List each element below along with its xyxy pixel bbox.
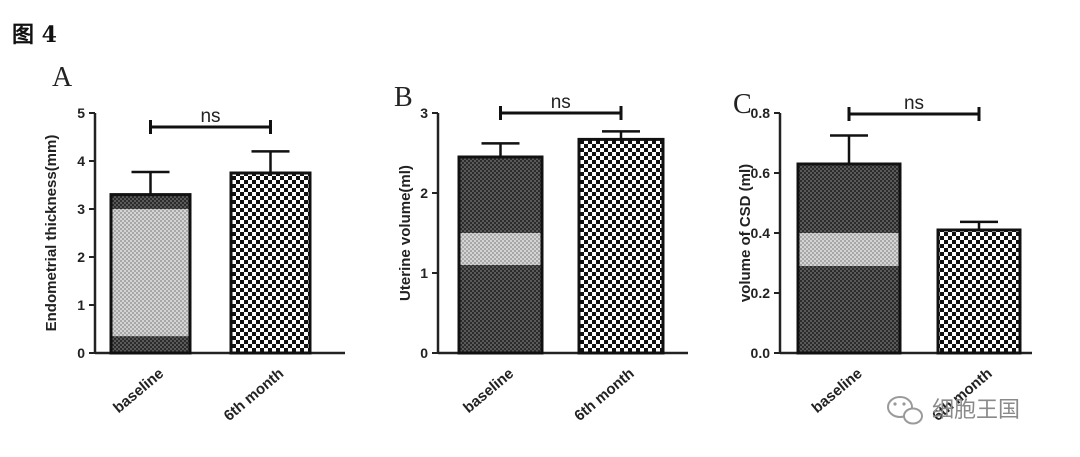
y-tick-label: 2 [77, 249, 85, 265]
y-tick-label: 0.6 [751, 165, 771, 181]
panel-c: C 0.0 0.2 0.4 0.6 0.8 volume of CSD (ml) baseli… [733, 89, 1032, 425]
y-tick-label: 3 [420, 105, 428, 121]
error-bar [602, 130, 640, 140]
panel-letter: B [394, 82, 413, 113]
y-tick-label: 0.4 [751, 225, 771, 241]
wechat-icon [887, 396, 923, 425]
xtick-6th-month: 6th month [571, 365, 637, 425]
figure-label: 图 4 [12, 22, 57, 48]
xtick-baseline: baseline [460, 365, 517, 417]
y-axis-label: Endometrial thickness(mm) [43, 135, 60, 332]
error-bar [481, 142, 520, 157]
panel-letter: C [733, 89, 752, 120]
panel-letter: A [52, 62, 73, 93]
y-tick-label: 4 [77, 153, 85, 169]
bar-fill-light [798, 233, 900, 266]
y-tick-label: 0.0 [751, 345, 771, 361]
y-tick-label: 3 [77, 201, 85, 217]
bar-6th-month [936, 228, 1022, 355]
bar-baseline [109, 193, 192, 355]
y-axis-label: Uterine volume(ml) [397, 165, 414, 301]
xtick-6th-month: 6th month [221, 365, 287, 425]
error-bar [830, 134, 868, 164]
panel-a: A 0 1 2 3 4 5 Endometrial thickness(mm) baseline… [43, 62, 345, 425]
y-tick-label: 0.2 [751, 285, 771, 301]
significance-bracket [149, 120, 272, 134]
y-tick-label: 0 [420, 345, 428, 361]
bar-fill [231, 173, 310, 353]
error-bar [131, 170, 170, 195]
y-tick-label: 2 [420, 185, 428, 201]
bar-fill [579, 139, 663, 353]
error-bar [251, 150, 290, 173]
bar-6th-month [229, 171, 312, 355]
bar-6th-month [577, 137, 665, 355]
xtick-baseline: baseline [809, 365, 866, 417]
significance-label: ns [551, 92, 571, 113]
bar-baseline [457, 155, 544, 355]
bar-fill-light [111, 209, 190, 337]
significance-label: ns [904, 93, 924, 114]
y-tick-label: 1 [77, 297, 85, 313]
y-tick-label: 0 [77, 345, 85, 361]
bar-baseline [796, 162, 902, 355]
y-tick-label: 1 [420, 265, 428, 281]
y-tick-label: 5 [77, 105, 85, 121]
error-bar [960, 220, 998, 230]
xtick-baseline: baseline [110, 365, 167, 417]
y-tick-label: 0.8 [751, 105, 771, 121]
watermark-text: 细胞王国 [932, 398, 1020, 423]
y-axis-label: volume of CSD (ml) [737, 164, 754, 302]
watermark: 细胞王国 [887, 396, 1020, 425]
bar-fill [938, 230, 1020, 353]
significance-bracket [499, 106, 623, 120]
significance-bracket [847, 107, 981, 121]
panel-b: B 0 1 2 3 Uterine volume(ml) baseline 6th month… [394, 82, 688, 425]
significance-label: ns [200, 106, 220, 127]
bar-fill-light [459, 233, 542, 265]
